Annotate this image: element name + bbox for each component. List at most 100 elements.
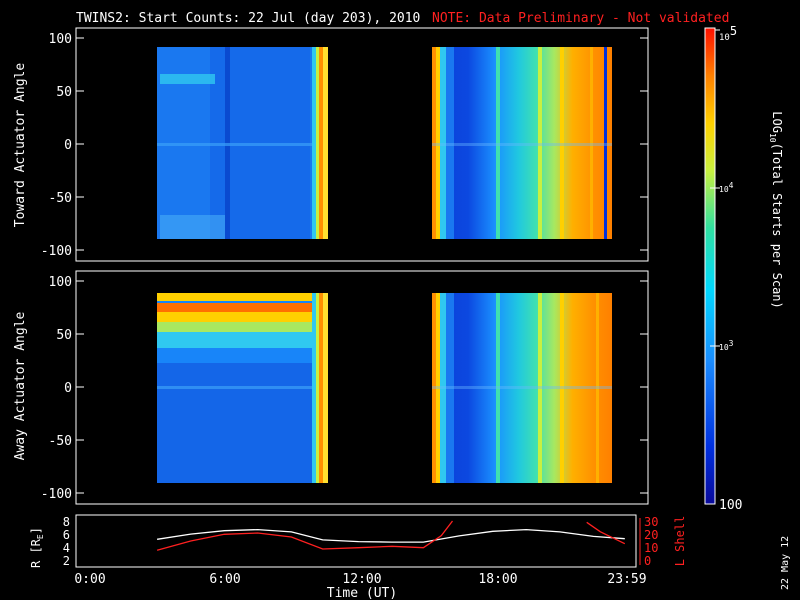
toward-ytick-m50: -50: [49, 191, 72, 206]
toward-block-2-zero: [432, 143, 612, 146]
r-axis-label-end: ]: [29, 527, 43, 534]
r-tick-8: 8: [63, 515, 70, 529]
away-block-1-stripe-d: [323, 293, 328, 483]
away-ytick-100: 100: [49, 275, 72, 290]
away-ytick-m100: -100: [41, 487, 72, 502]
r-tick-6: 6: [63, 528, 70, 542]
l-tick-30: 30: [644, 515, 658, 529]
cbar-label-1e4: 104: [719, 181, 734, 194]
toward-ytick-100: 100: [49, 32, 72, 47]
r-tick-4: 4: [63, 541, 70, 555]
cbar-label-100: 100: [719, 498, 742, 513]
r-axis-label: R [RE]: [29, 527, 45, 568]
toward-block-1-stripe-a: [312, 47, 316, 239]
toward-block-1-stripe-d: [323, 47, 328, 239]
preliminary-note: NOTE: Data Preliminary - Not validated: [432, 11, 729, 26]
l-tick-10: 10: [644, 541, 658, 555]
xtick-1200: 12:00: [342, 572, 381, 587]
away-block-2-stripe-e: [496, 293, 500, 483]
toward-block-2-stripe-a: [432, 47, 436, 239]
away-block-2: [432, 293, 612, 483]
toward-block-2-base: [432, 47, 612, 239]
away-block-2-stripe-a: [432, 293, 436, 483]
xtick-2359: 23:59: [607, 572, 646, 587]
colorbar-label-rest: (Total Starts per Scan): [770, 143, 784, 309]
colorbar-ticks: 105 104 103 100: [710, 24, 742, 513]
colorbar-label-log: LOG: [770, 111, 784, 133]
colorbar-label-sub: 10: [768, 133, 777, 143]
l-tick-0: 0: [644, 554, 651, 568]
cbar-label-1e3: 103: [719, 339, 734, 352]
toward-block-2-stripe-g: [560, 47, 564, 239]
away-ytick-0: 0: [64, 381, 72, 396]
toward-ytick-50: 50: [56, 85, 72, 100]
cbar-label-1e3-exp: 3: [729, 339, 734, 348]
orbit-right-axis: 30 20 10 0: [639, 515, 658, 568]
lshell-axis-label: L Shell: [673, 516, 687, 567]
toward-block-2-stripe-c: [440, 47, 446, 239]
away-block-1-band-red: [157, 303, 317, 312]
away-block-1-band-green: [157, 322, 317, 332]
away-block-1: [157, 293, 328, 483]
orbit-series-2: [586, 521, 626, 545]
away-block-2-stripe-g: [560, 293, 564, 483]
toward-block-2-stripe-b: [436, 47, 440, 239]
xtick-0600: 6:00: [209, 572, 240, 587]
orbit-series-1: [156, 520, 454, 551]
away-block-2-stripe-b: [436, 293, 440, 483]
toward-block-2-stripe-h: [590, 47, 593, 239]
away-block-1-zero: [157, 386, 328, 389]
colorbar: 105 104 103 100 LOG10(Total Starts per S…: [704, 24, 784, 513]
side-date: 22 May 12: [780, 536, 791, 590]
time-axis-label: Time (UT): [327, 586, 397, 600]
away-panel: 100 50 0 -50 -100 Away Actuator Angle: [13, 270, 649, 505]
toward-panel: 100 50 0 -50 -100 Toward Actuator Angle: [13, 27, 649, 262]
cbar-label-1e4-base: 10: [719, 185, 729, 194]
xtick-0000: 0:00: [74, 572, 105, 587]
r-tick-2: 2: [63, 554, 70, 568]
orbit-lines: [156, 520, 626, 551]
toward-block-1-stripe-b: [316, 47, 319, 239]
away-block-2-stripe-c: [440, 293, 446, 483]
toward-block-2-stripe-e: [496, 47, 500, 239]
toward-ylabel: Toward Actuator Angle: [13, 63, 28, 228]
cbar-label-1e5-base: 10: [719, 33, 730, 43]
orbit-series-0: [157, 528, 625, 543]
away-block-2-stripe-f: [538, 293, 542, 483]
away-block-2-stripe-h: [596, 293, 599, 483]
away-block-1-stripe-b: [316, 293, 319, 483]
toward-block-2-stripe-i: [604, 47, 607, 239]
toward-block-1-stripe-c: [319, 47, 323, 239]
away-block-2-base: [432, 293, 612, 483]
xtick-1800: 18:00: [478, 572, 517, 587]
away-yaxis: 100 50 0 -50 -100: [41, 275, 648, 502]
toward-block-2: [432, 47, 612, 239]
toward-block-2-stripe-d: [446, 47, 454, 239]
toward-ytick-0: 0: [64, 138, 72, 153]
colorbar-gradient: [704, 27, 716, 505]
cbar-label-1e4-exp: 4: [729, 181, 734, 190]
away-block-1-stripe-a: [312, 293, 316, 483]
cbar-label-1e5-exp: 5: [730, 24, 737, 38]
time-axis: 0:00 6:00 12:00 18:00 23:59: [74, 572, 646, 587]
cbar-label-1e5: 105: [719, 24, 737, 43]
toward-block-1-band60: [160, 74, 215, 84]
toward-block-1-bottom: [160, 215, 225, 239]
away-block-1-band-yellow: [157, 312, 317, 322]
toward-yaxis: 100 50 0 -50 -100: [41, 32, 648, 259]
chart-title: TWINS2: Start Counts: 22 Jul (day 203), …: [76, 11, 420, 26]
l-tick-20: 20: [644, 528, 658, 542]
toward-block-2-stripe-f: [538, 47, 542, 239]
away-ytick-m50: -50: [49, 434, 72, 449]
colorbar-label: LOG10(Total Starts per Scan): [768, 111, 784, 309]
toward-ytick-m100: -100: [41, 244, 72, 259]
orbit-panel: 8 6 4 2 R [RE] 30 20 10 0 L Shell 0:00 6…: [29, 514, 687, 600]
away-block-2-stripe-d: [446, 293, 454, 483]
away-block-1-stripe-c: [319, 293, 323, 483]
toward-block-1-zero: [157, 143, 328, 146]
away-ytick-50: 50: [56, 328, 72, 343]
toward-block-1: [157, 47, 328, 239]
cbar-label-1e3-base: 10: [719, 343, 729, 352]
away-block-2-zero: [432, 386, 612, 389]
